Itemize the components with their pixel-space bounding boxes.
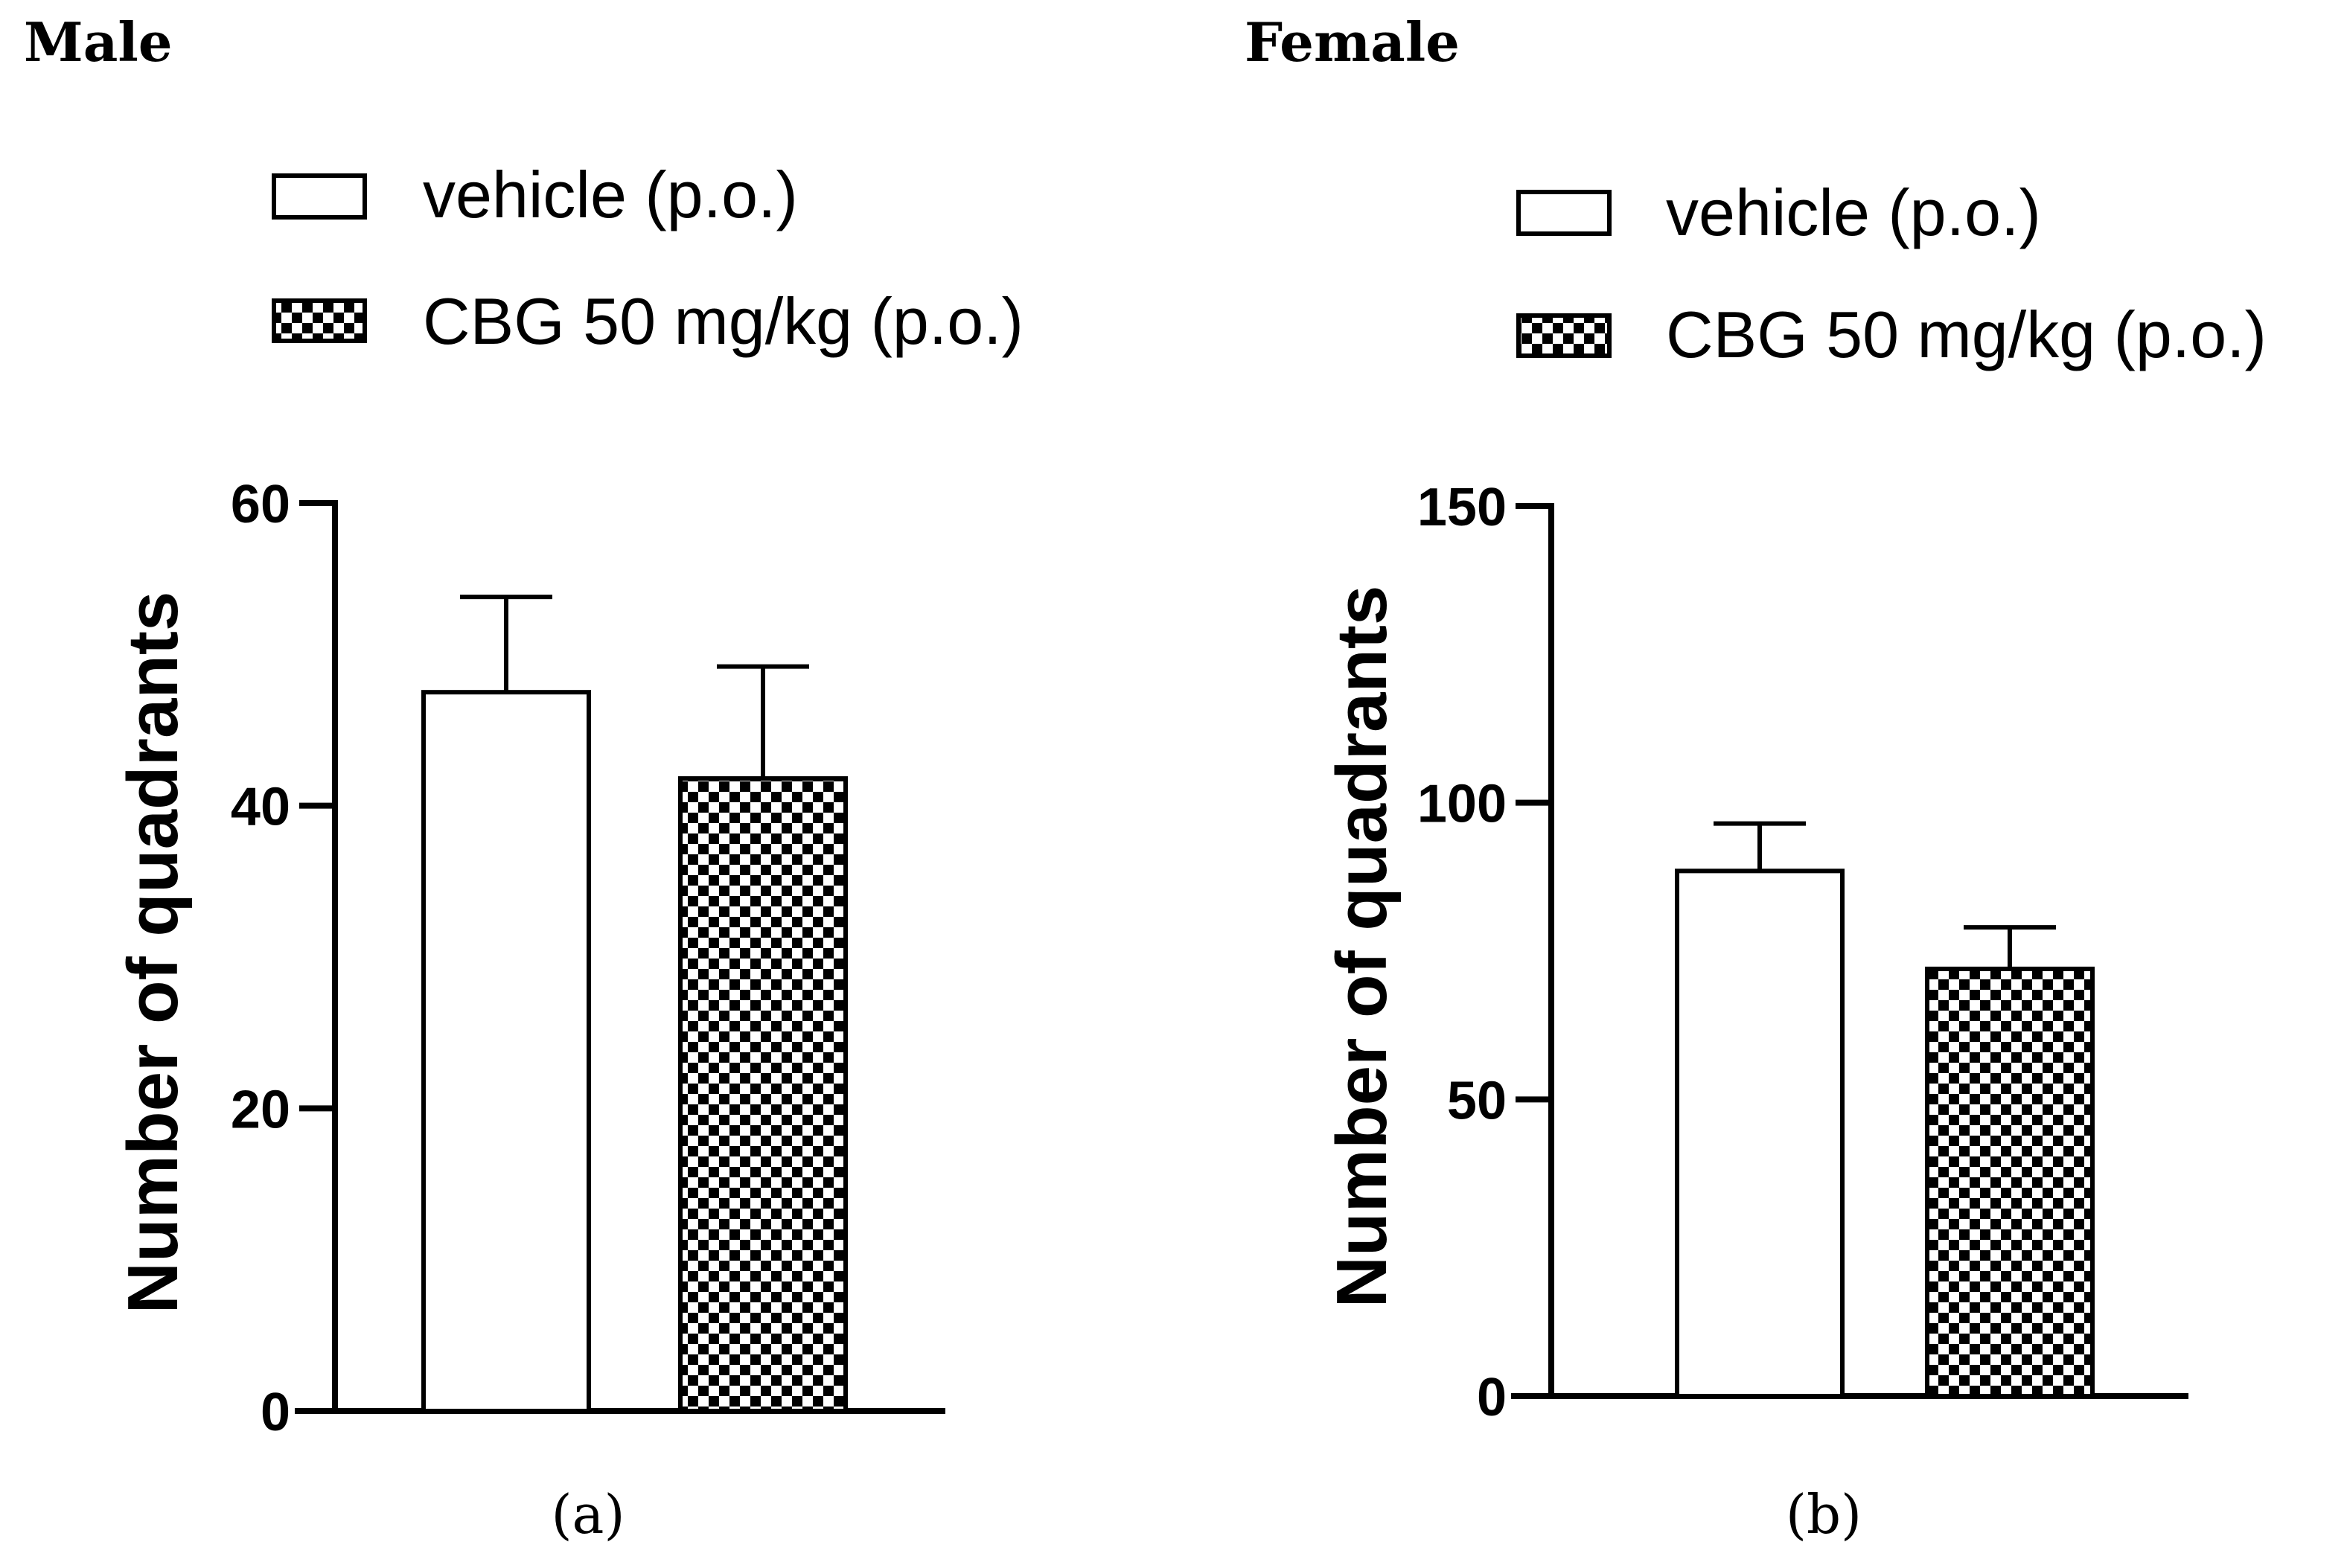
legend: vehicle (p.o.) CBG 50 mg/kg (p.o.) [272,158,1024,358]
y-tick-label: 50 [1447,1071,1507,1130]
legend-label-cbg: CBG 50 mg/kg (p.o.) [1666,298,2267,371]
chart-panel-male: Male vehicle (p.o.) CBG 50 mg/kg (p.o.) … [24,10,1024,1546]
y-axis-label: Number of quadrants [113,592,193,1314]
y-tick-label: 150 [1417,478,1507,537]
legend-label-vehicle: vehicle (p.o.) [423,158,798,231]
y-tick-label: 20 [231,1080,290,1139]
legend-swatch-cbg [272,298,367,343]
legend-label-cbg: CBG 50 mg/kg (p.o.) [423,284,1024,358]
panel-title: Male [24,10,173,74]
y-tick-label: 0 [1477,1368,1507,1427]
legend-swatch-vehicle [272,173,367,220]
y-tick-label: 40 [231,778,290,837]
y-tick-label: 100 [1417,775,1507,834]
bar-group [421,595,848,1413]
bar-cbg [678,776,848,1413]
bar-group [1675,821,2095,1399]
legend-label-vehicle: vehicle (p.o.) [1666,176,2041,249]
bar-vehicle [421,690,591,1413]
bar-cbg [1925,966,2095,1399]
chart-panel-female: Female vehicle (p.o.) CBG 50 mg/kg (p.o.… [1245,10,2267,1546]
y-axis: 0 50 100 150 [1417,478,1554,1427]
legend-swatch-vehicle [1516,190,1612,236]
y-axis-label: Number of quadrants [1322,586,1402,1308]
y-tick-label: 60 [231,475,290,534]
bar-vehicle [1675,868,1845,1398]
y-tick-label: 0 [261,1383,290,1442]
panel-title: Female [1245,10,1460,74]
legend: vehicle (p.o.) CBG 50 mg/kg (p.o.) [1516,176,2267,371]
legend-swatch-cbg [1516,313,1612,358]
y-axis: 0 20 40 60 [231,475,338,1442]
panel-caption: (a) [551,1483,625,1546]
panel-caption: (b) [1786,1483,1862,1546]
